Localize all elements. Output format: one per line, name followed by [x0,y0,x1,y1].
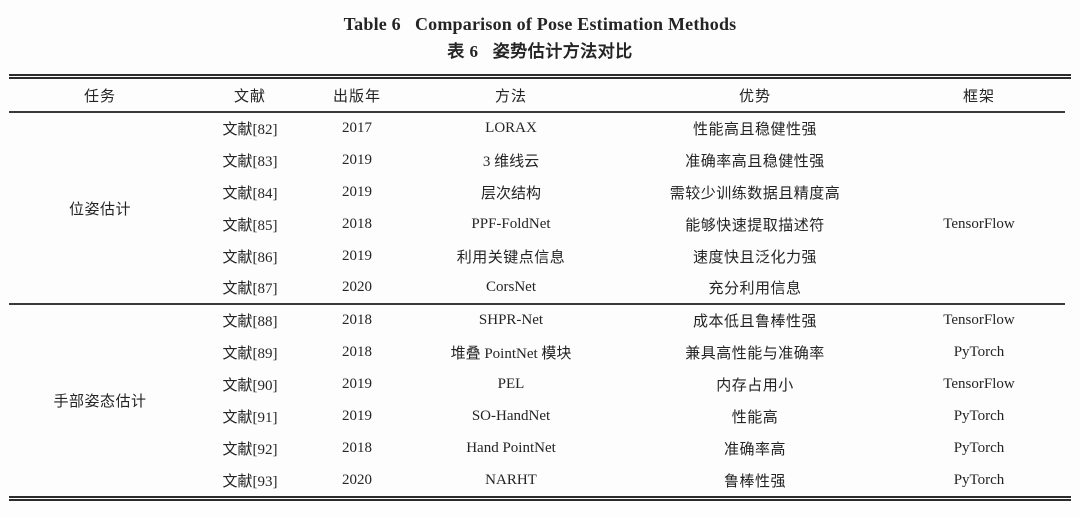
method-cell: 层次结构 [480,185,541,202]
table-header: 任务 文献 出版年 方法 优势 框架 [9,79,1065,113]
advantage-cell: 速度快且泛化力强 [692,249,817,266]
reference-cell: 文献[88] [222,314,278,330]
year-cell: 2020 [309,272,405,305]
table-header-row: 任务 文献 出版年 方法 优势 框架 [9,79,1065,113]
framework-cell: PyTorch [953,343,1005,360]
table-row: 文献[86] 2019 利用关键点信息 速度快且泛化力强 [9,240,1065,272]
framework-cell: TensorFlow [943,375,1015,392]
method-cell: LORAX [485,120,537,136]
framework-cell [893,176,1065,208]
framework-cell [893,112,1065,144]
advantage-cell: 充分利用信息 [617,272,893,305]
method-cell: 堆叠 PointNet 模块 [450,345,572,362]
year-cell: 2018 [342,215,372,232]
table-row: 文献[90] 2019 PEL 内存占用小 TensorFlow [9,368,1065,400]
table-row: 文献[85] 2018 PPF-FoldNet 能够快速提取描述符 Tensor… [9,208,1065,240]
year-cell: 2018 [342,343,372,360]
method-cell: PEL [497,375,525,392]
task-group-cell: 位姿估计 [9,112,191,305]
table-row: 文献[91] 2019 SO-HandNet 性能高 PyTorch [9,400,1065,432]
reference-cell: 文献[85] [222,217,278,234]
table-body: 位姿估计 文献[82] 2017 LORAX 性能高且稳健性强 文献[83] 2… [9,112,1065,496]
pose-estimation-comparison-table: 任务 文献 出版年 方法 优势 框架 位姿估计 文献[82] 2017 LORA… [9,79,1065,496]
year-cell: 2018 [342,312,372,328]
framework-cell: PyTorch [953,439,1005,456]
reference-cell: 文献[84] [222,185,278,202]
reference-cell: 文献[83] [222,153,278,170]
table-row: 位姿估计 文献[82] 2017 LORAX 性能高且稳健性强 [9,112,1065,305]
table-row: 手部姿态估计 文献[88] 2018 SHPR-Net 成本低且鲁棒性强 Ten… [9,304,1065,410]
advantage-cell: 准确率高且稳健性强 [685,153,825,170]
method-cell: 3 维线云 [482,153,540,170]
column-header-year: 出版年 [309,79,405,113]
advantage-cell: 性能高 [731,409,779,426]
method-cell: SO-HandNet [471,407,551,424]
reference-cell: 文献[86] [222,249,278,266]
table-row: 文献[93] 2020 NARHT 鲁棒性强 PyTorch [9,464,1065,496]
year-cell: 2019 [342,247,372,264]
year-cell: 2019 [342,375,372,392]
reference-cell: 文献[87] [191,272,309,305]
advantage-cell: 内存占用小 [716,377,794,394]
framework-cell [893,240,1065,272]
reference-cell: 文献[89] [222,345,278,362]
method-cell: NARHT [485,471,537,488]
year-cell: 2019 [342,151,372,168]
advantage-cell: 鲁棒性强 [723,473,786,490]
reference-cell: 文献[93] [222,473,278,490]
table-title-chinese: 表 6 姿势估计方法对比 [447,42,633,61]
year-cell: 2017 [342,120,372,136]
table-top-rule [9,74,1071,79]
year-cell: 2019 [342,183,372,200]
framework-cell [893,272,1065,305]
column-header-reference: 文献 [191,79,309,113]
method-cell: Hand PointNet [466,439,556,456]
method-cell: 利用关键点信息 [456,249,566,266]
column-header-framework: 框架 [893,79,1065,113]
framework-cell: PyTorch [953,471,1005,488]
reference-cell: 文献[92] [222,441,278,458]
method-cell: CorsNet [405,272,617,305]
method-cell: SHPR-Net [478,312,544,328]
table-row: 文献[83] 2019 3 维线云 准确率高且稳健性强 [9,144,1065,176]
table-row: 文献[89] 2018 堆叠 PointNet 模块 兼具高性能与准确率 PyT… [9,336,1065,368]
table-bottom-rule [9,496,1071,501]
framework-cell: TensorFlow [943,215,1015,232]
advantage-cell: 成本低且鲁棒性强 [692,314,817,330]
framework-cell: TensorFlow [943,312,1015,328]
paper-page: Table 6 Comparison of Pose Estimation Me… [9,14,1071,501]
column-header-advantage: 优势 [617,79,893,113]
advantage-cell: 需较少训练数据且精度高 [669,185,841,202]
year-cell: 2020 [342,471,372,488]
framework-cell: PyTorch [953,407,1005,424]
advantage-cell: 能够快速提取描述符 [685,217,825,234]
advantage-cell: 准确率高 [723,441,786,458]
reference-cell: 文献[82] [222,122,278,138]
framework-cell [893,144,1065,176]
table-row: 文献[84] 2019 层次结构 需较少训练数据且精度高 [9,176,1065,208]
reference-cell: 文献[91] [222,409,278,426]
advantage-cell: 兼具高性能与准确率 [685,345,825,362]
column-header-task: 任务 [9,79,191,113]
reference-cell: 文献[90] [222,377,278,394]
year-cell: 2019 [342,407,372,424]
advantage-cell: 性能高且稳健性强 [692,122,817,138]
column-header-method: 方法 [405,79,617,113]
method-cell: PPF-FoldNet [471,215,551,232]
table-title-english: Table 6 Comparison of Pose Estimation Me… [343,14,737,34]
task-group-cell: 手部姿态估计 [53,394,147,410]
year-cell: 2018 [342,439,372,456]
table-row: 文献[87] 2020 CorsNet 充分利用信息 [9,272,1065,305]
table-row: 文献[92] 2018 Hand PointNet 准确率高 PyTorch [9,432,1065,464]
